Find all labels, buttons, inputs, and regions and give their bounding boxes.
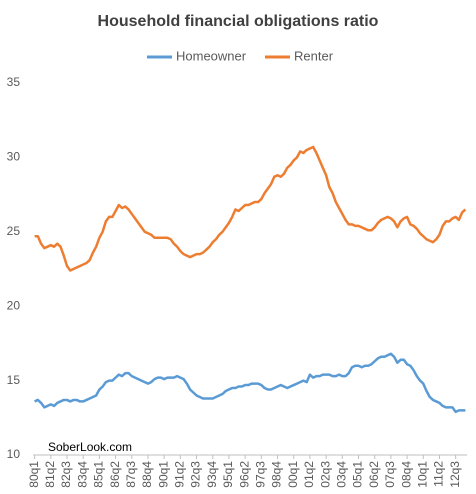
legend-label: Renter <box>294 48 334 63</box>
x-tick-label: 92q3 <box>189 461 203 488</box>
x-tick-label: 91q2 <box>173 461 187 488</box>
x-tick-label: 97q3 <box>254 461 268 488</box>
x-tick-label: 95q1 <box>221 461 235 488</box>
x-tick-label: 90q1 <box>156 461 170 488</box>
x-tick-label: 12q3 <box>448 461 462 488</box>
x-tick-label: 86q2 <box>108 461 122 488</box>
y-tick-label: 30 <box>7 150 21 164</box>
series-line <box>34 352 466 414</box>
x-tick-label: 87q3 <box>124 461 138 488</box>
x-tick-label: 02q3 <box>318 461 332 488</box>
x-tick-label: 83q4 <box>75 461 89 488</box>
x-tick-label: 81q2 <box>43 461 57 488</box>
x-tick-label: 06q2 <box>367 461 381 488</box>
x-tick-label: 93q4 <box>205 461 219 488</box>
x-tick-label: 00q1 <box>286 461 300 488</box>
x-tick-label: 05q1 <box>351 461 365 488</box>
y-tick-label: 20 <box>7 298 21 312</box>
chart-title: Household financial obligations ratio <box>98 13 379 30</box>
y-tick-label: 35 <box>7 75 21 89</box>
x-tick-label: 01q2 <box>302 461 316 488</box>
y-tick-label: 25 <box>7 224 21 238</box>
y-tick-label: 15 <box>7 373 21 387</box>
x-tick-label: 96q2 <box>237 461 251 488</box>
x-tick-label: 10q1 <box>415 461 429 488</box>
x-tick-label: 85q1 <box>92 461 106 488</box>
x-tick-label: 07q3 <box>383 461 397 488</box>
x-tick-label: 03q4 <box>334 461 348 488</box>
x-tick-label: 82q3 <box>59 461 73 488</box>
x-tick-label: 80q1 <box>27 461 41 488</box>
y-tick-label: 10 <box>7 447 21 461</box>
x-tick-label: 88q4 <box>140 461 154 488</box>
series-line <box>34 145 467 272</box>
x-tick-label: 11q2 <box>432 461 446 487</box>
legend-label: Homeowner <box>176 48 247 63</box>
x-tick-label: 98q4 <box>270 461 284 488</box>
annotation: SoberLook.com <box>48 440 132 454</box>
x-tick-label: 08q4 <box>399 461 413 488</box>
